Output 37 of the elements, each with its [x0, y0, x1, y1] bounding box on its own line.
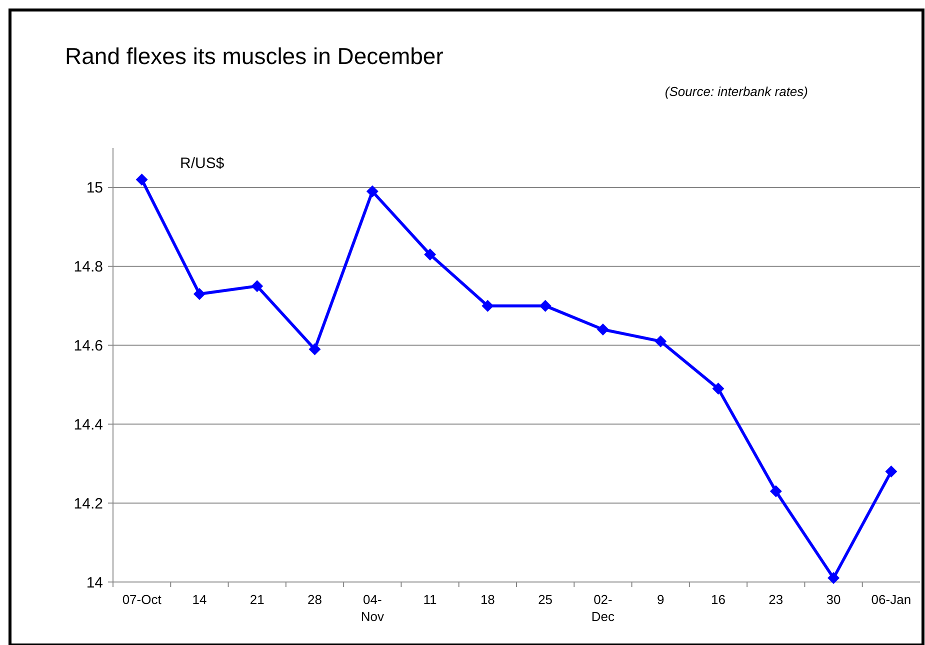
point	[366, 185, 378, 198]
y-tick-label: 14.8	[74, 258, 103, 276]
y-tick-label: 14.2	[74, 495, 103, 512]
x-tick-label: 14	[192, 592, 207, 607]
x-tick-label: 21	[250, 592, 264, 607]
point	[885, 466, 898, 478]
point	[482, 300, 494, 312]
chart-subtitle: (Source: interbank rates)	[664, 84, 808, 99]
x-tick-label: 23	[768, 592, 784, 607]
y-tick-label: 15	[86, 180, 103, 197]
chart-title: Rand flexes its muscles in December	[65, 43, 444, 69]
point	[251, 280, 264, 292]
point	[308, 343, 321, 356]
point	[712, 382, 724, 395]
point	[770, 485, 782, 498]
x-tick-label: 9	[656, 592, 664, 607]
point	[193, 288, 206, 300]
x-tick-label: 06-Jan	[871, 592, 912, 607]
point	[596, 323, 609, 336]
y-tick-label: 14.4	[74, 416, 103, 434]
point	[539, 300, 552, 312]
x-tick-label: 16	[711, 592, 726, 607]
x-tick-label: 11	[423, 592, 437, 607]
point	[424, 248, 436, 261]
point	[654, 335, 667, 348]
x-tick-label: 30	[826, 592, 841, 607]
y-tick-label: 14	[86, 574, 103, 592]
x-tick-label: 18	[480, 592, 495, 607]
y-tick-label: 14.6	[74, 338, 103, 355]
x-tick-label: 07-Oct	[122, 592, 162, 607]
x-tick-label: 02- Dec	[591, 592, 616, 624]
x-tick-label: 25	[538, 592, 553, 607]
y-axis-title: R/US$	[180, 155, 225, 172]
point	[828, 572, 840, 584]
x-tick-label: 28	[308, 592, 322, 607]
point	[136, 174, 148, 186]
x-tick-label: 04- Nov	[360, 592, 384, 624]
